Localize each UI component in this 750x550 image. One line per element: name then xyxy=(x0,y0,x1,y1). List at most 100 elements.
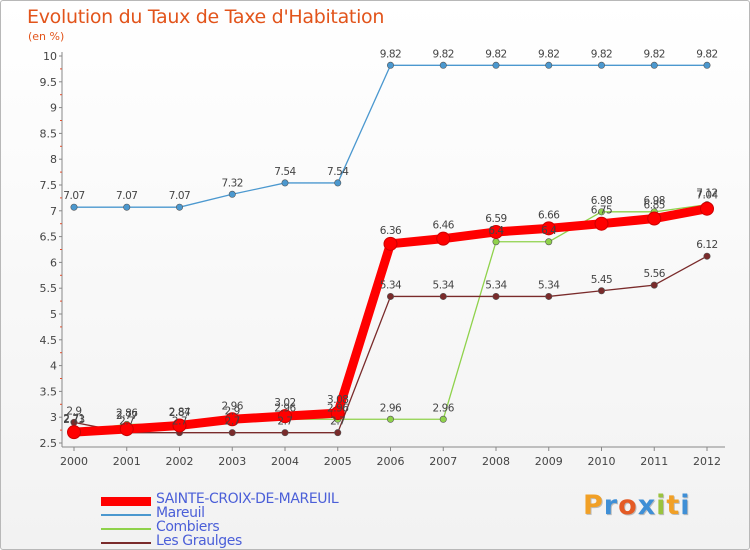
series-point xyxy=(334,429,342,437)
series-data-label: 7.07 xyxy=(169,190,190,202)
y-tick-label: 9 xyxy=(50,102,57,115)
series-data-label: 2.73 xyxy=(63,414,84,426)
x-tick-label: 2009 xyxy=(535,455,563,468)
series-point xyxy=(225,412,240,427)
series-data-label: 2.96 xyxy=(274,402,296,414)
x-tick-label: 2008 xyxy=(482,455,510,468)
series-data-label: 7.07 xyxy=(63,190,84,202)
y-tick-label: 4 xyxy=(50,360,57,373)
legend-swatch xyxy=(101,528,151,530)
series-point xyxy=(176,203,184,211)
series-point xyxy=(386,415,394,423)
logo-letter: x xyxy=(637,490,657,521)
series-data-label: 5.34 xyxy=(380,279,402,291)
series-data-label: 9.82 xyxy=(591,48,612,60)
legend-label: Les Graulges xyxy=(156,533,242,549)
logo-letter: P xyxy=(583,490,604,521)
x-tick-label: 2004 xyxy=(271,455,299,468)
series-point xyxy=(330,406,345,421)
series-data-label: 2.84 xyxy=(169,406,191,418)
x-tick-label: 2010 xyxy=(588,455,616,468)
y-tick-label: 8 xyxy=(50,153,57,166)
legend-label: Combiers xyxy=(156,519,220,535)
x-tick-label: 2000 xyxy=(60,455,88,468)
series-point xyxy=(386,61,394,69)
series-data-label: 2.96 xyxy=(380,402,402,414)
y-tick-label: 2.5 xyxy=(40,437,58,450)
series-point xyxy=(541,221,556,236)
y-tick-label: 6.5 xyxy=(40,231,58,244)
x-tick-label: 2007 xyxy=(429,455,457,468)
series-point xyxy=(123,203,131,211)
series-point xyxy=(119,422,134,437)
series-point xyxy=(597,61,605,69)
series-data-label: 6.85 xyxy=(644,200,665,212)
x-tick-label: 2011 xyxy=(640,455,668,468)
series-point xyxy=(67,425,81,440)
series-point xyxy=(436,231,451,246)
series-data-label: 6.98 xyxy=(644,195,665,207)
series-point xyxy=(703,252,711,260)
legend-swatch xyxy=(101,542,151,544)
series-data-label: 6.98 xyxy=(591,195,612,207)
series-data-label: 5.34 xyxy=(433,279,455,291)
x-tick-label: 2001 xyxy=(113,455,141,468)
legend-label: Mareuil xyxy=(156,505,205,521)
series-point xyxy=(545,61,553,69)
y-tick-label: 10 xyxy=(43,50,57,63)
series-line-1 xyxy=(74,64,707,208)
series-point xyxy=(492,61,500,69)
x-tick-label: 2002 xyxy=(166,455,194,468)
series-point xyxy=(492,292,500,300)
y-tick-label: 4.5 xyxy=(40,334,58,347)
x-tick-label: 2006 xyxy=(377,455,405,468)
series-point xyxy=(545,238,553,246)
series-data-label: 6.4 xyxy=(488,225,504,237)
y-tick-label: 9.5 xyxy=(40,76,58,89)
series-point xyxy=(228,429,236,437)
chart-subtitle: (en %) xyxy=(28,30,65,43)
series-data-label: 6.59 xyxy=(485,213,506,225)
series-point xyxy=(281,429,289,437)
series-data-label: 9.82 xyxy=(644,48,665,60)
series-point xyxy=(545,292,553,300)
series-data-label: 2.71 xyxy=(63,413,84,425)
series-point xyxy=(647,211,662,226)
series-point xyxy=(383,236,398,251)
series-data-label: 9.82 xyxy=(485,48,506,60)
series-data-label: 2.7 xyxy=(330,416,345,428)
y-tick-label: 5.5 xyxy=(40,282,58,295)
series-data-label: 2.7 xyxy=(277,416,292,428)
y-tick-label: 5 xyxy=(50,308,57,321)
series-point xyxy=(594,216,609,231)
series-data-label: 2.96 xyxy=(327,402,349,414)
series-data-label: 5.34 xyxy=(538,279,560,291)
series-data-label: 6.66 xyxy=(538,209,560,221)
series-point xyxy=(278,409,292,424)
series-data-label: 9.82 xyxy=(380,48,401,60)
y-tick-label: 8.5 xyxy=(40,127,58,140)
series-point xyxy=(489,224,503,239)
series-point xyxy=(597,208,605,216)
series-point xyxy=(439,61,447,69)
series-point xyxy=(439,292,447,300)
series-data-label: 5.34 xyxy=(485,279,507,291)
series-data-label: 6.36 xyxy=(380,225,402,237)
series-data-label: 5.45 xyxy=(591,274,612,286)
series-data-label: 2.96 xyxy=(222,400,244,412)
series-data-label: 6.12 xyxy=(696,239,717,251)
series-data-label: 2.7 xyxy=(172,416,187,428)
series-data-label: 9.82 xyxy=(433,48,454,60)
logo-letter: r xyxy=(603,490,619,521)
series-data-label: 3.08 xyxy=(327,394,348,406)
series-data-label: 5.56 xyxy=(644,268,666,280)
series-data-label: 6.46 xyxy=(433,220,455,232)
series-point xyxy=(334,179,342,187)
series-data-label: 7.54 xyxy=(274,166,296,178)
y-tick-label: 7 xyxy=(50,205,57,218)
series-data-label: 7.04 xyxy=(696,190,718,202)
series-data-label: 2.87 xyxy=(169,407,190,419)
series-point xyxy=(700,201,714,216)
